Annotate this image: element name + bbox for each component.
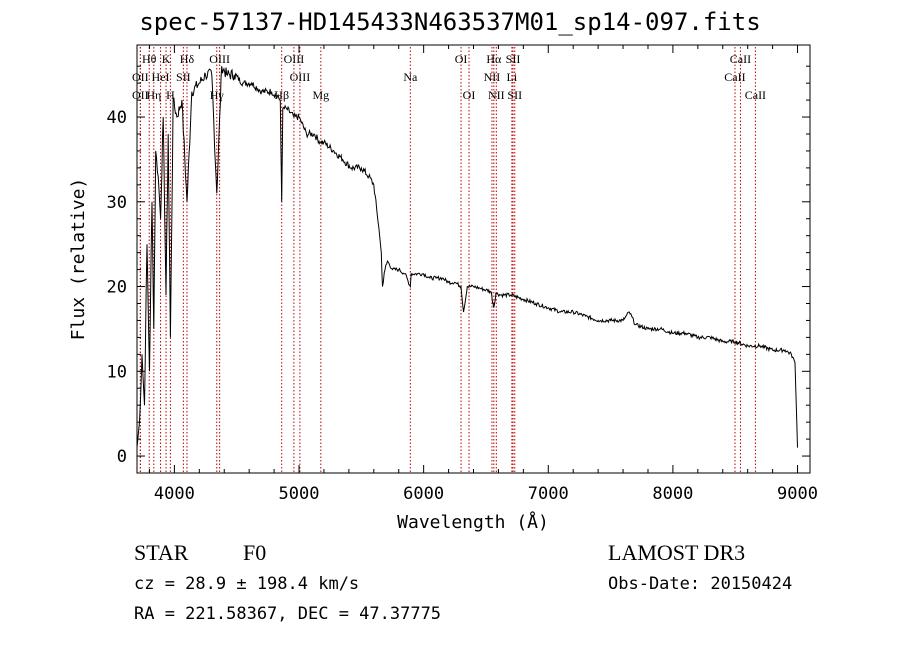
line-label-23: SII <box>507 88 522 102</box>
emission-line-markers <box>139 47 756 473</box>
obs-date-text: Obs-Date: 20150424 <box>608 574 793 594</box>
line-label-9: OIII <box>209 52 230 66</box>
line-label-19: NII <box>484 70 501 84</box>
line-label-12: OIII <box>284 52 305 66</box>
line-label-1: OII <box>132 70 149 84</box>
x-tick-label: 7000 <box>528 484 569 504</box>
survey-name: LAMOST DR3 <box>608 540 746 565</box>
line-label-20: NII <box>488 88 505 102</box>
line-label-22: Li <box>507 70 518 84</box>
line-label-10: Hγ <box>210 88 225 102</box>
line-label-14: Mg <box>312 88 329 102</box>
line-label-18: Hα <box>486 52 502 66</box>
coordinates-text: RA = 221.58367, DEC = 47.37775 <box>134 604 442 624</box>
y-axis-label: Flux (relative) <box>68 178 89 341</box>
y-tick-label: 30 <box>107 193 127 213</box>
x-tick-label: 5000 <box>279 484 320 504</box>
line-label-3: Hη <box>146 88 161 102</box>
y-tick-label: 40 <box>107 108 127 128</box>
spectrum-line <box>136 66 798 448</box>
line-label-17: OI <box>463 88 476 102</box>
line-label-13: OIII <box>290 70 311 84</box>
plot-frame <box>136 44 811 474</box>
line-label-24: CaII <box>730 52 751 66</box>
redshift-text: cz = 28.9 ± 198.4 km/s <box>134 574 360 594</box>
line-label-25: CaII <box>724 70 745 84</box>
object-subclass: F0 <box>243 540 267 565</box>
line-label-7: SII <box>176 70 191 84</box>
line-label-15: Na <box>403 70 418 84</box>
y-tick-label: 20 <box>107 278 127 298</box>
line-label-8: Hδ <box>180 52 195 66</box>
line-label-26: CaII <box>745 88 766 102</box>
x-tick-label: 4000 <box>154 484 195 504</box>
y-tick-label: 0 <box>117 447 127 467</box>
x-tick-label: 8000 <box>652 484 693 504</box>
line-label-0: Hθ <box>142 52 157 66</box>
chart-title: spec-57137-HD145433N463537M01_sp14-097.f… <box>139 8 761 36</box>
line-label-6: H <box>166 88 175 102</box>
line-label-16: OI <box>455 52 468 66</box>
line-label-11: Hβ <box>274 88 289 102</box>
line-label-5: K <box>162 52 171 66</box>
line-label-2: OII <box>132 88 149 102</box>
object-class: STAR <box>134 540 189 565</box>
x-axis-label: Wavelength (Å) <box>397 511 549 533</box>
line-label-21: SII <box>506 52 521 66</box>
x-tick-label: 6000 <box>403 484 444 504</box>
x-tick-label: 9000 <box>777 484 818 504</box>
axis-ticks: 4000 5000 6000 7000 8000 9000 0 10 20 30 40 <box>107 45 818 504</box>
line-label-4: HeI <box>152 70 170 84</box>
y-tick-label: 10 <box>107 362 127 382</box>
